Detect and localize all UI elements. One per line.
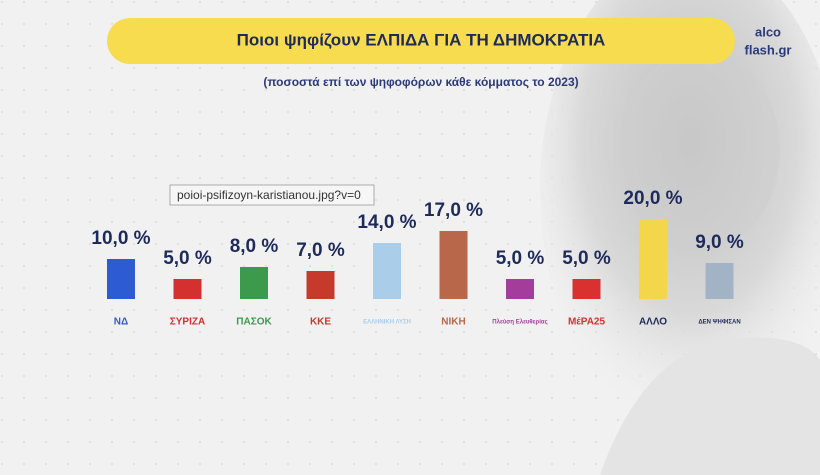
value-label: 10,0 % [91,228,150,249]
tooltip-box [169,184,375,206]
value-label: 8,0 % [230,236,279,257]
brand: alco [755,24,781,39]
value-label: 7,0 % [296,240,345,261]
value-label: 5,0 % [496,248,545,269]
bar [173,279,202,299]
category-label: ΜέΡΑ25 [568,317,606,328]
bar [306,271,335,299]
category-label: ΚΚΕ [310,317,331,328]
value-label: 9,0 % [695,232,744,253]
bar [240,267,268,299]
category-label: ΣΥΡΙΖΑ [170,317,205,328]
photo-face [620,50,780,250]
category-label: ΠΑΣΟΚ [236,317,272,328]
chart-subtitle: (ποσοστά επί των ψηφοφόρων κάθε κόμματος… [263,75,578,89]
category-label: ΑΛΛΟ [639,317,667,328]
bar [572,279,601,299]
bar [107,259,135,299]
category-label: ΝΙΚΗ [441,317,465,328]
bar [506,279,534,299]
brand: flash.gr [745,42,792,57]
title-pill [107,18,735,64]
bar [373,243,401,299]
bar [705,263,734,299]
category-label: ΝΔ [114,317,128,328]
value-label: 5,0 % [163,248,212,269]
photo-body [600,337,820,475]
value-label: 14,0 % [357,212,416,233]
value-label: 17,0 % [424,200,483,221]
bar [639,219,667,299]
category-label: ΕΛΛΗΝΙΚΗ ΛΥΣΗ [363,320,411,326]
bar [439,231,468,299]
tooltip: poioi-psifizoyn-karistianou.jpg?v=0 [177,188,361,202]
chart-title: Ποιοι ψηφίζουν ΕΛΠΙΔΑ ΓΙΑ ΤΗ ΔΗΜΟΚΡΑΤΙΑ [237,30,606,49]
category-label: ΔΕΝ ΨΗΦΙΣΑΝ [698,320,740,326]
value-label: 5,0 % [562,248,611,269]
category-label: Πλεύση Ελευθερίας [492,320,547,326]
value-label: 20,0 % [623,188,682,209]
